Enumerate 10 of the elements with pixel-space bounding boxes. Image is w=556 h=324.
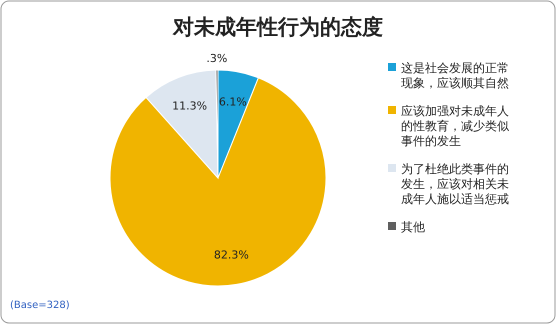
legend-label: 这是社会发展的正常现象，应该顺其自然 [401, 61, 509, 90]
chart-title: 对未成年性行为的态度 [172, 15, 383, 39]
legend-label: 其他 [401, 220, 425, 234]
data-label: 6.1% [218, 96, 247, 109]
data-label: 11.3% [172, 100, 208, 113]
text: (Base=328) [10, 300, 70, 311]
data-label: 82.3% [214, 248, 249, 262]
legend-label: 为了杜绝此类事件的发生，应该对相关未成年人施以适当惩戒 [401, 162, 509, 206]
data-label: .3% [206, 52, 228, 66]
legend-label: 应该加强对未成年人的性教育，减少类似事件的发生 [401, 104, 509, 148]
